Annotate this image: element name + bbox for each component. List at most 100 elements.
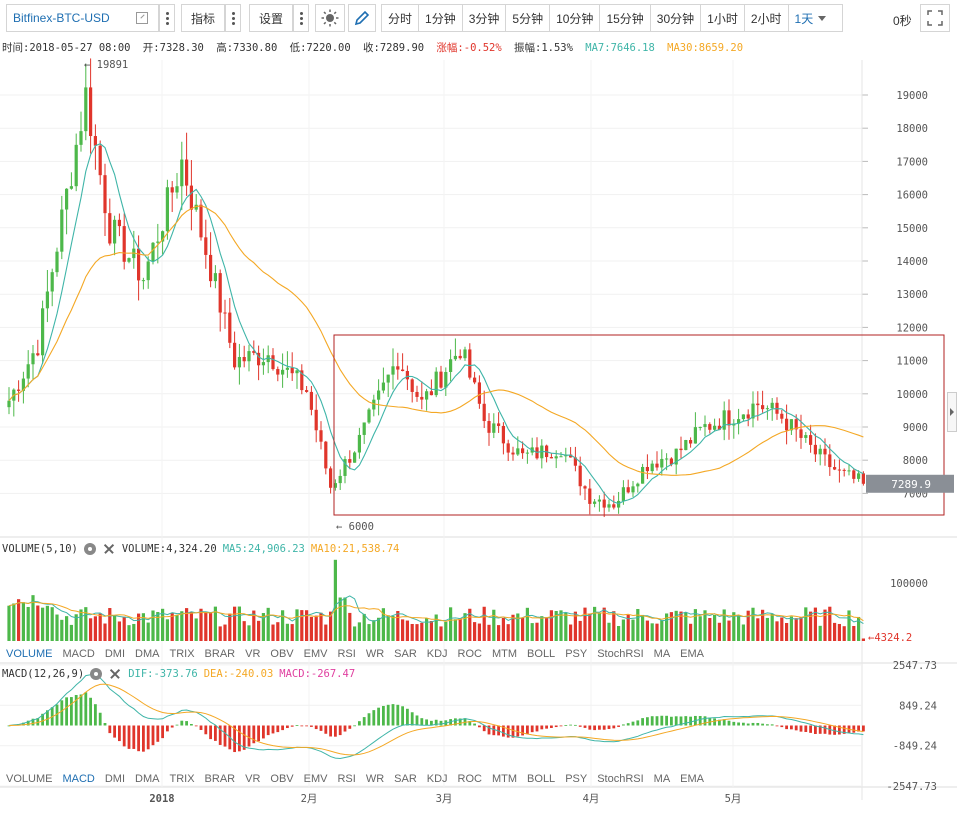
- indicator-tab-ma[interactable]: MA: [653, 773, 671, 785]
- indicator-tab-stochrsi[interactable]: StochRSI: [597, 648, 644, 660]
- macd-close-icon[interactable]: [108, 667, 122, 681]
- macd-bar: [766, 724, 769, 726]
- volume-bar: [693, 609, 697, 641]
- macd-bar: [190, 723, 193, 726]
- macd-bar: [612, 725, 616, 729]
- candle-body: [213, 273, 217, 282]
- macd-settings-gear-icon[interactable]: [90, 668, 103, 680]
- indicator-tab-kdj[interactable]: KDJ: [426, 773, 448, 785]
- indicator-tab-rsi[interactable]: RSI: [337, 773, 356, 785]
- indicator-tab-dma[interactable]: DMA: [135, 648, 160, 660]
- indicator-tab-brar[interactable]: BRAR: [204, 648, 236, 660]
- indicator-tab-wr[interactable]: WR: [365, 648, 385, 660]
- indicator-tab-macd[interactable]: MACD: [62, 648, 95, 660]
- indicators-button[interactable]: 指标: [181, 4, 225, 32]
- indicator-tab-boll[interactable]: BOLL: [527, 648, 556, 660]
- macd-bar: [559, 725, 563, 727]
- period-tab[interactable]: 1天: [789, 5, 842, 31]
- macd-bar: [26, 720, 30, 726]
- indicator-tab-kdj[interactable]: KDJ: [426, 648, 448, 660]
- time-axis-label: 2018: [149, 793, 174, 805]
- symbol-more-icon[interactable]: [159, 4, 175, 32]
- period-tab[interactable]: 15分钟: [600, 5, 651, 31]
- volume-bar: [415, 624, 419, 641]
- period-tab[interactable]: 1小时: [701, 5, 745, 31]
- last-price-tag: [866, 474, 954, 493]
- macd-bar: [238, 725, 241, 752]
- macd-bar: [79, 694, 83, 726]
- volume-bar: [314, 615, 318, 641]
- settings-button[interactable]: 设置: [249, 4, 293, 32]
- volume-bar: [818, 625, 822, 641]
- indicator-tab-sar[interactable]: SAR: [394, 773, 417, 785]
- period-tab[interactable]: 2小时: [745, 5, 789, 31]
- indicator-tab-emv[interactable]: EMV: [303, 648, 328, 660]
- volume-bar: [12, 603, 16, 641]
- indicator-tab-vr[interactable]: VR: [245, 648, 261, 660]
- candle-body: [833, 467, 837, 470]
- indicator-tab-ema[interactable]: EMA: [680, 648, 705, 660]
- period-tab[interactable]: 分时: [382, 5, 420, 31]
- indicator-tab-dmi[interactable]: DMI: [104, 773, 126, 785]
- candle-body: [597, 499, 601, 502]
- indicator-tab-macd[interactable]: MACD: [62, 773, 95, 785]
- period-tab[interactable]: 30分钟: [651, 5, 702, 31]
- candle-body: [439, 371, 443, 388]
- volume-bar: [641, 614, 645, 641]
- indicator-tab-ema[interactable]: EMA: [680, 773, 705, 785]
- period-tab[interactable]: 5分钟: [506, 5, 551, 31]
- indicator-tab-psy[interactable]: PSY: [565, 648, 588, 660]
- volume-settings-gear-icon[interactable]: [83, 543, 96, 555]
- indicator-tab-volume[interactable]: VOLUME: [6, 648, 53, 660]
- macd-bar: [804, 725, 808, 732]
- candle-body: [449, 359, 453, 372]
- volume-close-icon[interactable]: [102, 542, 116, 556]
- indicator-tab-boll[interactable]: BOLL: [527, 773, 556, 785]
- macd-bar: [516, 725, 520, 737]
- indicator-tab-sar[interactable]: SAR: [394, 648, 417, 660]
- side-panel-toggle[interactable]: [947, 392, 957, 432]
- period-tab[interactable]: 10分钟: [550, 5, 601, 31]
- volume-bar: [141, 613, 145, 641]
- draw-tool-button[interactable]: [348, 4, 376, 32]
- theme-toggle-button[interactable]: [315, 4, 345, 32]
- indicator-tab-brar[interactable]: BRAR: [204, 773, 236, 785]
- symbol-selector[interactable]: Bitfinex-BTC-USD: [6, 4, 159, 32]
- fullscreen-button[interactable]: [920, 4, 950, 32]
- indicators-more-icon[interactable]: [225, 4, 241, 32]
- candle-body: [7, 400, 11, 408]
- indicator-tab-trix[interactable]: TRIX: [169, 648, 195, 660]
- volume-bar: [809, 611, 813, 641]
- indicator-tab-trix[interactable]: TRIX: [169, 773, 195, 785]
- period-tab[interactable]: 3分钟: [463, 5, 507, 31]
- indicator-tab-psy[interactable]: PSY: [565, 773, 588, 785]
- indicator-tab-rsi[interactable]: RSI: [337, 648, 356, 660]
- indicator-tab-wr[interactable]: WR: [365, 773, 385, 785]
- volume-bar: [713, 615, 717, 641]
- indicator-tab-emv[interactable]: EMV: [303, 773, 328, 785]
- indicator-tab-obv[interactable]: OBV: [270, 648, 294, 660]
- volume-bar: [765, 617, 769, 641]
- volume-bar: [813, 607, 817, 641]
- settings-more-icon[interactable]: [293, 4, 309, 32]
- macd-bar: [473, 723, 476, 726]
- indicator-tab-obv[interactable]: OBV: [270, 773, 294, 785]
- period-tab[interactable]: 1分钟: [419, 5, 463, 31]
- candle-body: [309, 391, 313, 410]
- candle-body: [362, 422, 366, 435]
- indicator-tab-vr[interactable]: VR: [245, 773, 261, 785]
- indicator-tab-roc[interactable]: ROC: [457, 773, 482, 785]
- indicator-tab-mtm[interactable]: MTM: [492, 648, 518, 660]
- indicator-tab-roc[interactable]: ROC: [457, 648, 482, 660]
- macd-bar: [377, 707, 380, 726]
- indicator-tab-ma[interactable]: MA: [653, 648, 671, 660]
- macd-histogram: [7, 692, 865, 753]
- external-link-icon[interactable]: [136, 12, 148, 24]
- indicator-tab-stochrsi[interactable]: StochRSI: [597, 773, 644, 785]
- indicator-tab-mtm[interactable]: MTM: [492, 773, 518, 785]
- indicator-tab-dmi[interactable]: DMI: [104, 648, 126, 660]
- indicator-tab-volume[interactable]: VOLUME: [6, 773, 53, 785]
- indicator-tab-dma[interactable]: DMA: [135, 773, 160, 785]
- macd-bar: [257, 725, 260, 742]
